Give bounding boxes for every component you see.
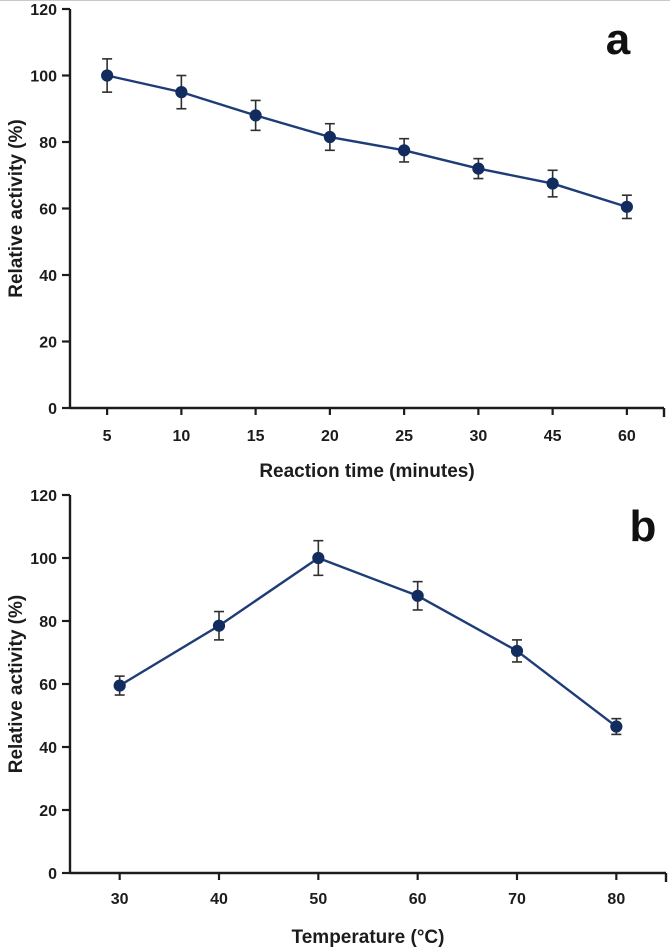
y-tick-label: 40 [39, 740, 57, 757]
x-tick-label: 80 [607, 891, 625, 908]
data-point-marker [249, 109, 262, 122]
x-tick-label: 50 [309, 891, 327, 908]
panel-letter: a [606, 15, 631, 64]
line-chart-temperature: 0 20 40 60 80 100 120 30 40 50 60 70 80 Temperature (… [6, 488, 668, 948]
y-tick-label: 100 [30, 69, 57, 86]
data-point-marker [113, 679, 126, 692]
data-point-marker [323, 130, 336, 144]
x-tick-label: 45 [544, 428, 562, 445]
x-tick-label: 60 [618, 428, 636, 445]
y-tick-label: 60 [39, 202, 57, 219]
y-tick-label: 60 [39, 677, 57, 694]
x-tick-label: 20 [321, 428, 339, 445]
x-tick-label: 25 [395, 428, 413, 445]
x-axis-title: Reaction time (minutes) [259, 461, 474, 481]
y-tick-label: 0 [48, 866, 57, 883]
y-tick-label: 0 [48, 401, 57, 418]
series-line [105, 74, 629, 209]
y-tick-label: 120 [30, 488, 57, 505]
data-point-marker [472, 162, 485, 175]
data-point-marker [312, 551, 325, 565]
x-tick-label: 5 [103, 428, 112, 445]
y-tick-label: 20 [39, 803, 57, 820]
x-tick-label: 10 [172, 428, 190, 445]
y-tick-label: 20 [39, 335, 57, 352]
x-tick-label: 30 [469, 428, 487, 445]
data-point-marker [175, 86, 188, 99]
y-tick-label: 120 [30, 2, 57, 19]
y-tick-label: 40 [39, 268, 57, 285]
x-axis-title: Temperature (°C) [292, 927, 445, 948]
y-tick-label: 80 [39, 614, 57, 631]
y-axis-title: Relative activity (%) [6, 119, 27, 297]
data-point-marker [546, 177, 559, 190]
line-chart-reaction-time: 0 20 40 60 80 100 120 5 10 15 20 25 30 45 60 Reaction t… [6, 2, 666, 481]
x-tick-label: 30 [111, 891, 129, 908]
data-point-marker [101, 69, 114, 82]
series-line [118, 556, 618, 728]
x-tick-label: 60 [409, 891, 427, 908]
y-tick-label: 100 [30, 551, 57, 568]
data-point-marker [510, 644, 524, 658]
chart-panel-a: 0 20 40 60 80 100 120 5 10 15 20 25 30 45 60 Reaction t… [0, 1, 670, 481]
data-point-marker [620, 200, 633, 213]
y-axis-title: Relative activity (%) [6, 595, 27, 773]
panel-letter: b [630, 502, 657, 551]
data-point-marker [411, 589, 424, 602]
data-point-marker [212, 619, 226, 632]
y-tick-label: 80 [39, 135, 57, 152]
x-tick-label: 15 [247, 428, 265, 445]
data-point-marker [398, 144, 411, 157]
x-tick-label: 70 [508, 891, 526, 908]
data-point-marker [610, 720, 623, 733]
chart-panel-b: 0 20 40 60 80 100 120 30 40 50 60 70 80 Temperature (… [0, 481, 670, 952]
x-tick-label: 40 [210, 891, 228, 908]
